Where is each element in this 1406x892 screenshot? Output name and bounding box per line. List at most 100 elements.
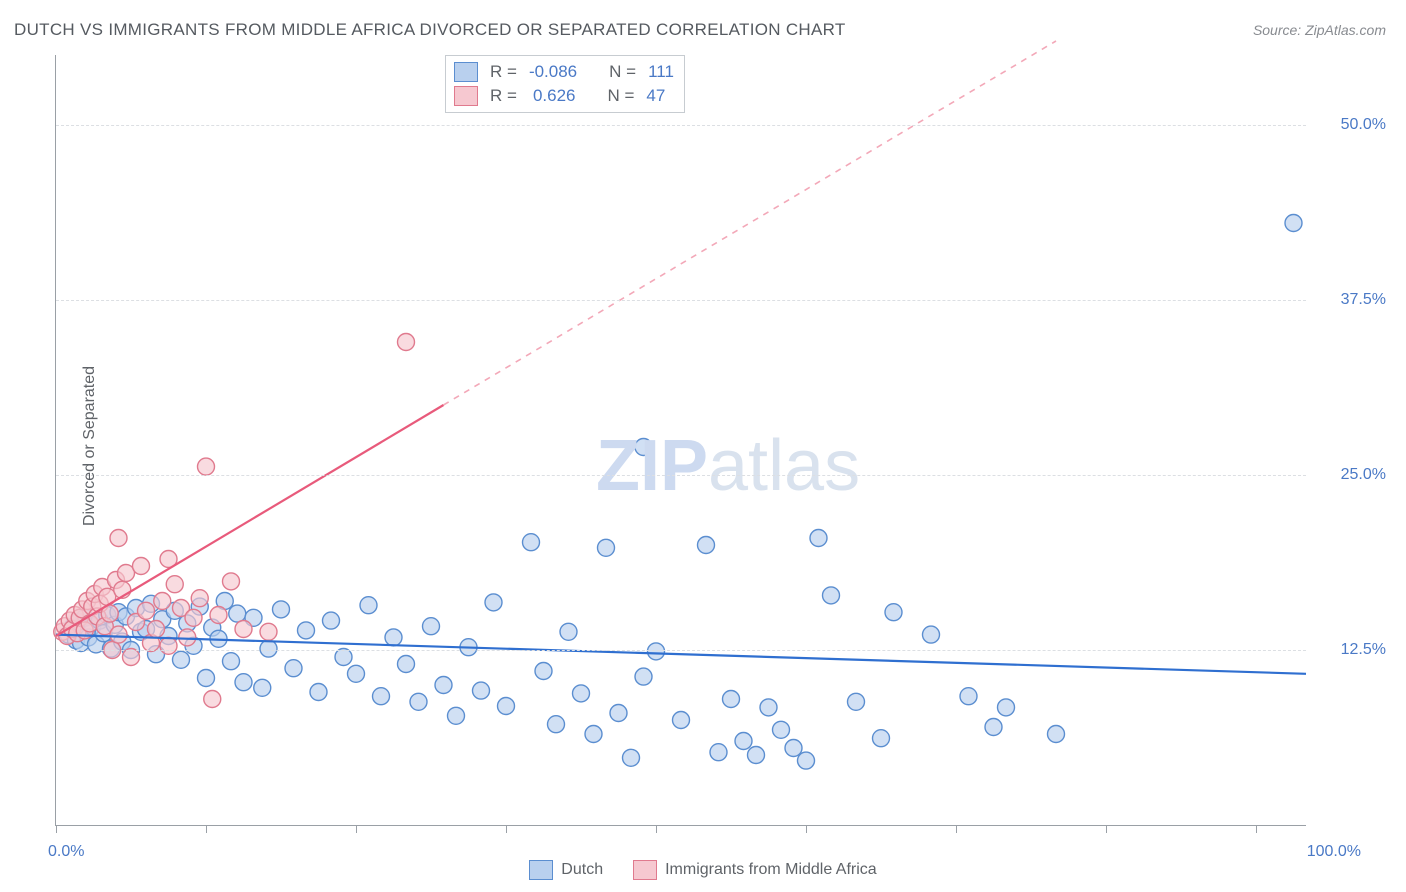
x-tick <box>656 825 657 833</box>
data-point <box>523 534 540 551</box>
data-point <box>710 744 727 761</box>
legend-swatch-immigrants <box>633 860 657 880</box>
r-label: R = <box>490 84 517 108</box>
stats-box: R = -0.086 N = 111 R = 0.626 N = 47 <box>445 55 685 113</box>
data-point <box>223 653 240 670</box>
data-point <box>723 691 740 708</box>
y-axis-label: Divorced or Separated <box>81 366 99 526</box>
data-point <box>348 665 365 682</box>
x-tick <box>206 825 207 833</box>
data-point <box>138 602 155 619</box>
data-point <box>204 691 221 708</box>
data-point <box>423 618 440 635</box>
y-tick-label: 25.0% <box>1341 466 1386 484</box>
plot-area: ZIPatlas <box>55 55 1306 826</box>
gridline <box>56 125 1306 126</box>
data-point <box>598 539 615 556</box>
data-point <box>198 458 215 475</box>
chart-svg <box>56 55 1306 825</box>
data-point <box>323 612 340 629</box>
data-point <box>960 688 977 705</box>
data-point <box>398 334 415 351</box>
stats-row-immigrants: R = 0.626 N = 47 <box>454 84 674 108</box>
data-point <box>210 607 227 624</box>
data-point <box>798 752 815 769</box>
data-point <box>735 733 752 750</box>
x-tick <box>806 825 807 833</box>
data-point <box>985 719 1002 736</box>
bottom-legend: Dutch Immigrants from Middle Africa <box>0 860 1406 880</box>
stats-row-dutch: R = -0.086 N = 111 <box>454 60 674 84</box>
legend-item-dutch: Dutch <box>529 860 603 880</box>
data-point <box>223 573 240 590</box>
data-point <box>560 623 577 640</box>
data-point <box>585 726 602 743</box>
data-point <box>123 649 140 666</box>
legend-label-dutch: Dutch <box>561 861 603 879</box>
data-point <box>635 439 652 456</box>
data-point <box>610 705 627 722</box>
data-point <box>1285 215 1302 232</box>
data-point <box>648 643 665 660</box>
trendline-dutch <box>56 635 1306 674</box>
data-point <box>385 629 402 646</box>
data-point <box>273 601 290 618</box>
data-point <box>748 747 765 764</box>
gridline <box>56 650 1306 651</box>
data-point <box>435 677 452 694</box>
data-point <box>848 693 865 710</box>
data-point <box>485 594 502 611</box>
data-point <box>148 621 165 638</box>
source-label: Source: ZipAtlas.com <box>1253 22 1386 38</box>
data-point <box>873 730 890 747</box>
x-tick <box>506 825 507 833</box>
data-point <box>235 674 252 691</box>
data-point <box>785 740 802 757</box>
data-point <box>698 537 715 554</box>
data-point <box>154 593 171 610</box>
data-point <box>260 623 277 640</box>
swatch-immigrants <box>454 86 478 106</box>
data-point <box>998 699 1015 716</box>
data-point <box>823 587 840 604</box>
data-point <box>160 637 177 654</box>
data-point <box>285 660 302 677</box>
legend-label-immigrants: Immigrants from Middle Africa <box>665 861 877 879</box>
data-point <box>885 604 902 621</box>
data-point <box>773 721 790 738</box>
chart-title: DUTCH VS IMMIGRANTS FROM MIDDLE AFRICA D… <box>14 20 846 40</box>
y-tick-label: 37.5% <box>1341 291 1386 309</box>
data-point <box>335 649 352 666</box>
data-point <box>498 698 515 715</box>
data-point <box>260 640 277 657</box>
data-point <box>254 679 271 696</box>
n-value-dutch: 111 <box>648 60 674 84</box>
data-point <box>179 629 196 646</box>
x-tick <box>1256 825 1257 833</box>
data-point <box>310 684 327 701</box>
n-label: N = <box>609 60 636 84</box>
data-point <box>360 597 377 614</box>
data-point <box>229 605 246 622</box>
x-tick <box>356 825 357 833</box>
data-point <box>198 670 215 687</box>
data-point <box>635 668 652 685</box>
x-start-label: 0.0% <box>48 843 84 861</box>
swatch-dutch <box>454 62 478 82</box>
data-point <box>760 699 777 716</box>
data-point <box>166 576 183 593</box>
data-point <box>185 609 202 626</box>
data-point <box>110 530 127 547</box>
y-tick-label: 50.0% <box>1341 116 1386 134</box>
x-end-label: 100.0% <box>1307 843 1361 861</box>
data-point <box>448 707 465 724</box>
data-point <box>410 693 427 710</box>
data-point <box>398 656 415 673</box>
r-value-immigrants: 0.626 <box>533 84 576 108</box>
data-point <box>573 685 590 702</box>
n-value-immigrants: 47 <box>646 84 665 108</box>
data-point <box>623 749 640 766</box>
data-point <box>235 621 252 638</box>
legend-swatch-dutch <box>529 860 553 880</box>
data-point <box>535 663 552 680</box>
